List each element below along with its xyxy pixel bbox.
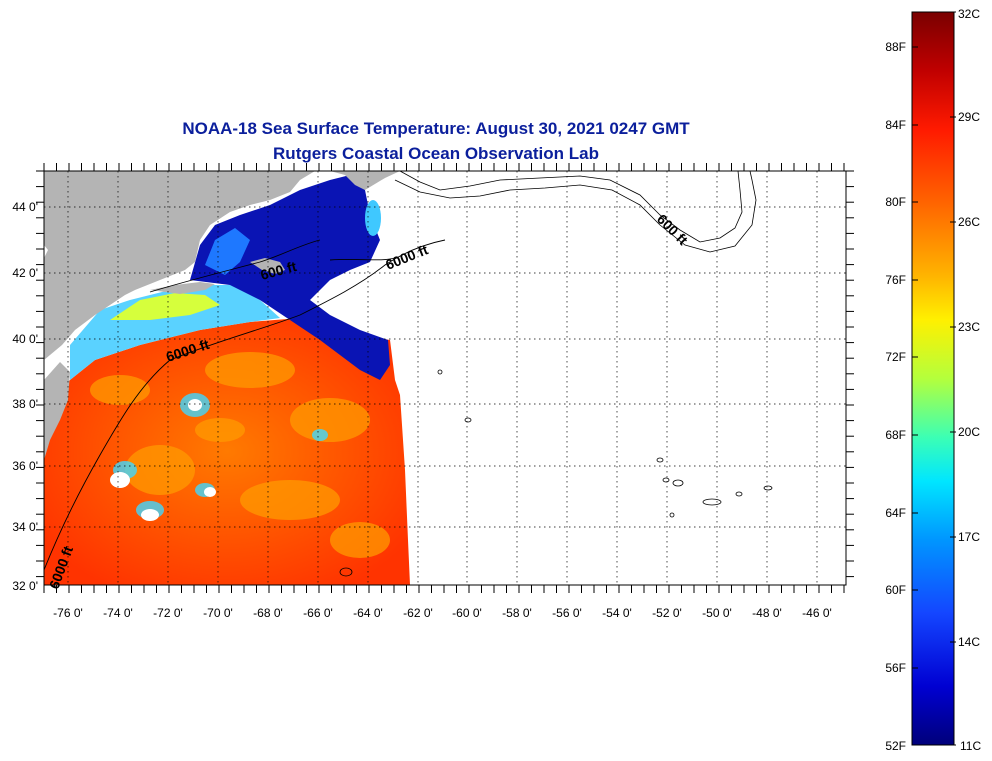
colorbar-c-label: 20C <box>958 425 980 439</box>
colorbar-ticks <box>912 11 956 746</box>
colorbar-f-label: 80F <box>885 195 906 209</box>
colorbar-f-label: 68F <box>885 428 906 442</box>
lon-tick-label: -56 0' <box>552 606 582 620</box>
lat-tick-label: 44 0' <box>12 200 38 214</box>
cloud-gaps <box>110 399 216 521</box>
bathymetry-contours <box>44 239 446 571</box>
colorbar-f-label: 64F <box>885 506 906 520</box>
colorbar-f-label: 72F <box>885 350 906 364</box>
colorbar-f-label: 56F <box>885 661 906 675</box>
long-island <box>150 282 215 294</box>
map-title: NOAA-18 Sea Surface Temperature: August … <box>182 119 690 138</box>
colorbar-f-label: 84F <box>885 118 906 132</box>
lon-tick-label: -76 0' <box>53 606 83 620</box>
lon-tick-label: -50 0' <box>702 606 732 620</box>
sst-cold-region <box>190 175 390 380</box>
colorbar-celsius-labels: 32C 29C 26C 23C 20C 17C 14C 11C <box>958 7 981 753</box>
lat-lon-grid <box>44 171 846 585</box>
colorbar-fahrenheit-labels: 88F 84F 80F 76F 72F 68F 64F 60F 56F 52F <box>885 40 906 753</box>
lon-tick-label: -70 0' <box>203 606 233 620</box>
lon-tick-label: -72 0' <box>153 606 183 620</box>
lat-tick-label: 36 0' <box>12 459 38 473</box>
lon-tick-label: -68 0' <box>253 606 283 620</box>
land-mass-east <box>330 171 400 190</box>
sst-shelf-region <box>70 285 280 380</box>
colorbar-c-label: 29C <box>958 110 980 124</box>
colorbar-f-label: 60F <box>885 583 906 597</box>
colorbar-f-label: 88F <box>885 40 906 54</box>
lon-tick-label: -48 0' <box>752 606 782 620</box>
colorbar-c-label: 32C <box>958 7 980 21</box>
colorbar-c-label: 26C <box>958 215 980 229</box>
latitude-labels: 44 0' 42 0' 40 0' 38 0' 36 0' 34 0' 32 0… <box>12 200 38 593</box>
lon-tick-label: -66 0' <box>303 606 333 620</box>
land-mass <box>44 171 315 360</box>
sst-cyan-spot <box>365 200 381 236</box>
lat-tick-label: 32 0' <box>12 579 38 593</box>
colorbar-c-label: 23C <box>958 320 980 334</box>
colorbar-c-label: 17C <box>958 530 980 544</box>
delmarva <box>44 362 70 460</box>
colorbar-f-label: 76F <box>885 273 906 287</box>
lon-tick-label: -46 0' <box>802 606 832 620</box>
lon-tick-label: -60 0' <box>452 606 482 620</box>
colorbar-c-label: 11C <box>960 739 981 753</box>
colorbar-f-label: 52F <box>885 739 906 753</box>
lat-tick-label: 38 0' <box>12 397 38 411</box>
lon-tick-label: -54 0' <box>602 606 632 620</box>
islands <box>339 369 773 577</box>
colorbar-c-label: 14C <box>958 635 980 649</box>
lat-tick-label: 42 0' <box>12 266 38 280</box>
sst-shelf-inner <box>110 293 220 320</box>
lon-tick-label: -74 0' <box>103 606 133 620</box>
lon-tick-label: -64 0' <box>353 606 383 620</box>
coastline-east <box>394 171 757 253</box>
colorbar <box>911 11 955 746</box>
sst-cold-mix <box>205 228 250 275</box>
lon-tick-label: -62 0' <box>403 606 433 620</box>
sst-texture <box>90 352 390 558</box>
lat-tick-label: 34 0' <box>12 520 38 534</box>
longitude-labels: -76 0' -74 0' -72 0' -70 0' -68 0' -66 0… <box>53 606 832 620</box>
map-subtitle: Rutgers Coastal Ocean Observation Lab <box>273 144 599 163</box>
lon-tick-label: -58 0' <box>502 606 532 620</box>
lon-tick-label: -52 0' <box>652 606 682 620</box>
lat-tick-label: 40 0' <box>12 332 38 346</box>
frame-ticks <box>36 163 854 593</box>
